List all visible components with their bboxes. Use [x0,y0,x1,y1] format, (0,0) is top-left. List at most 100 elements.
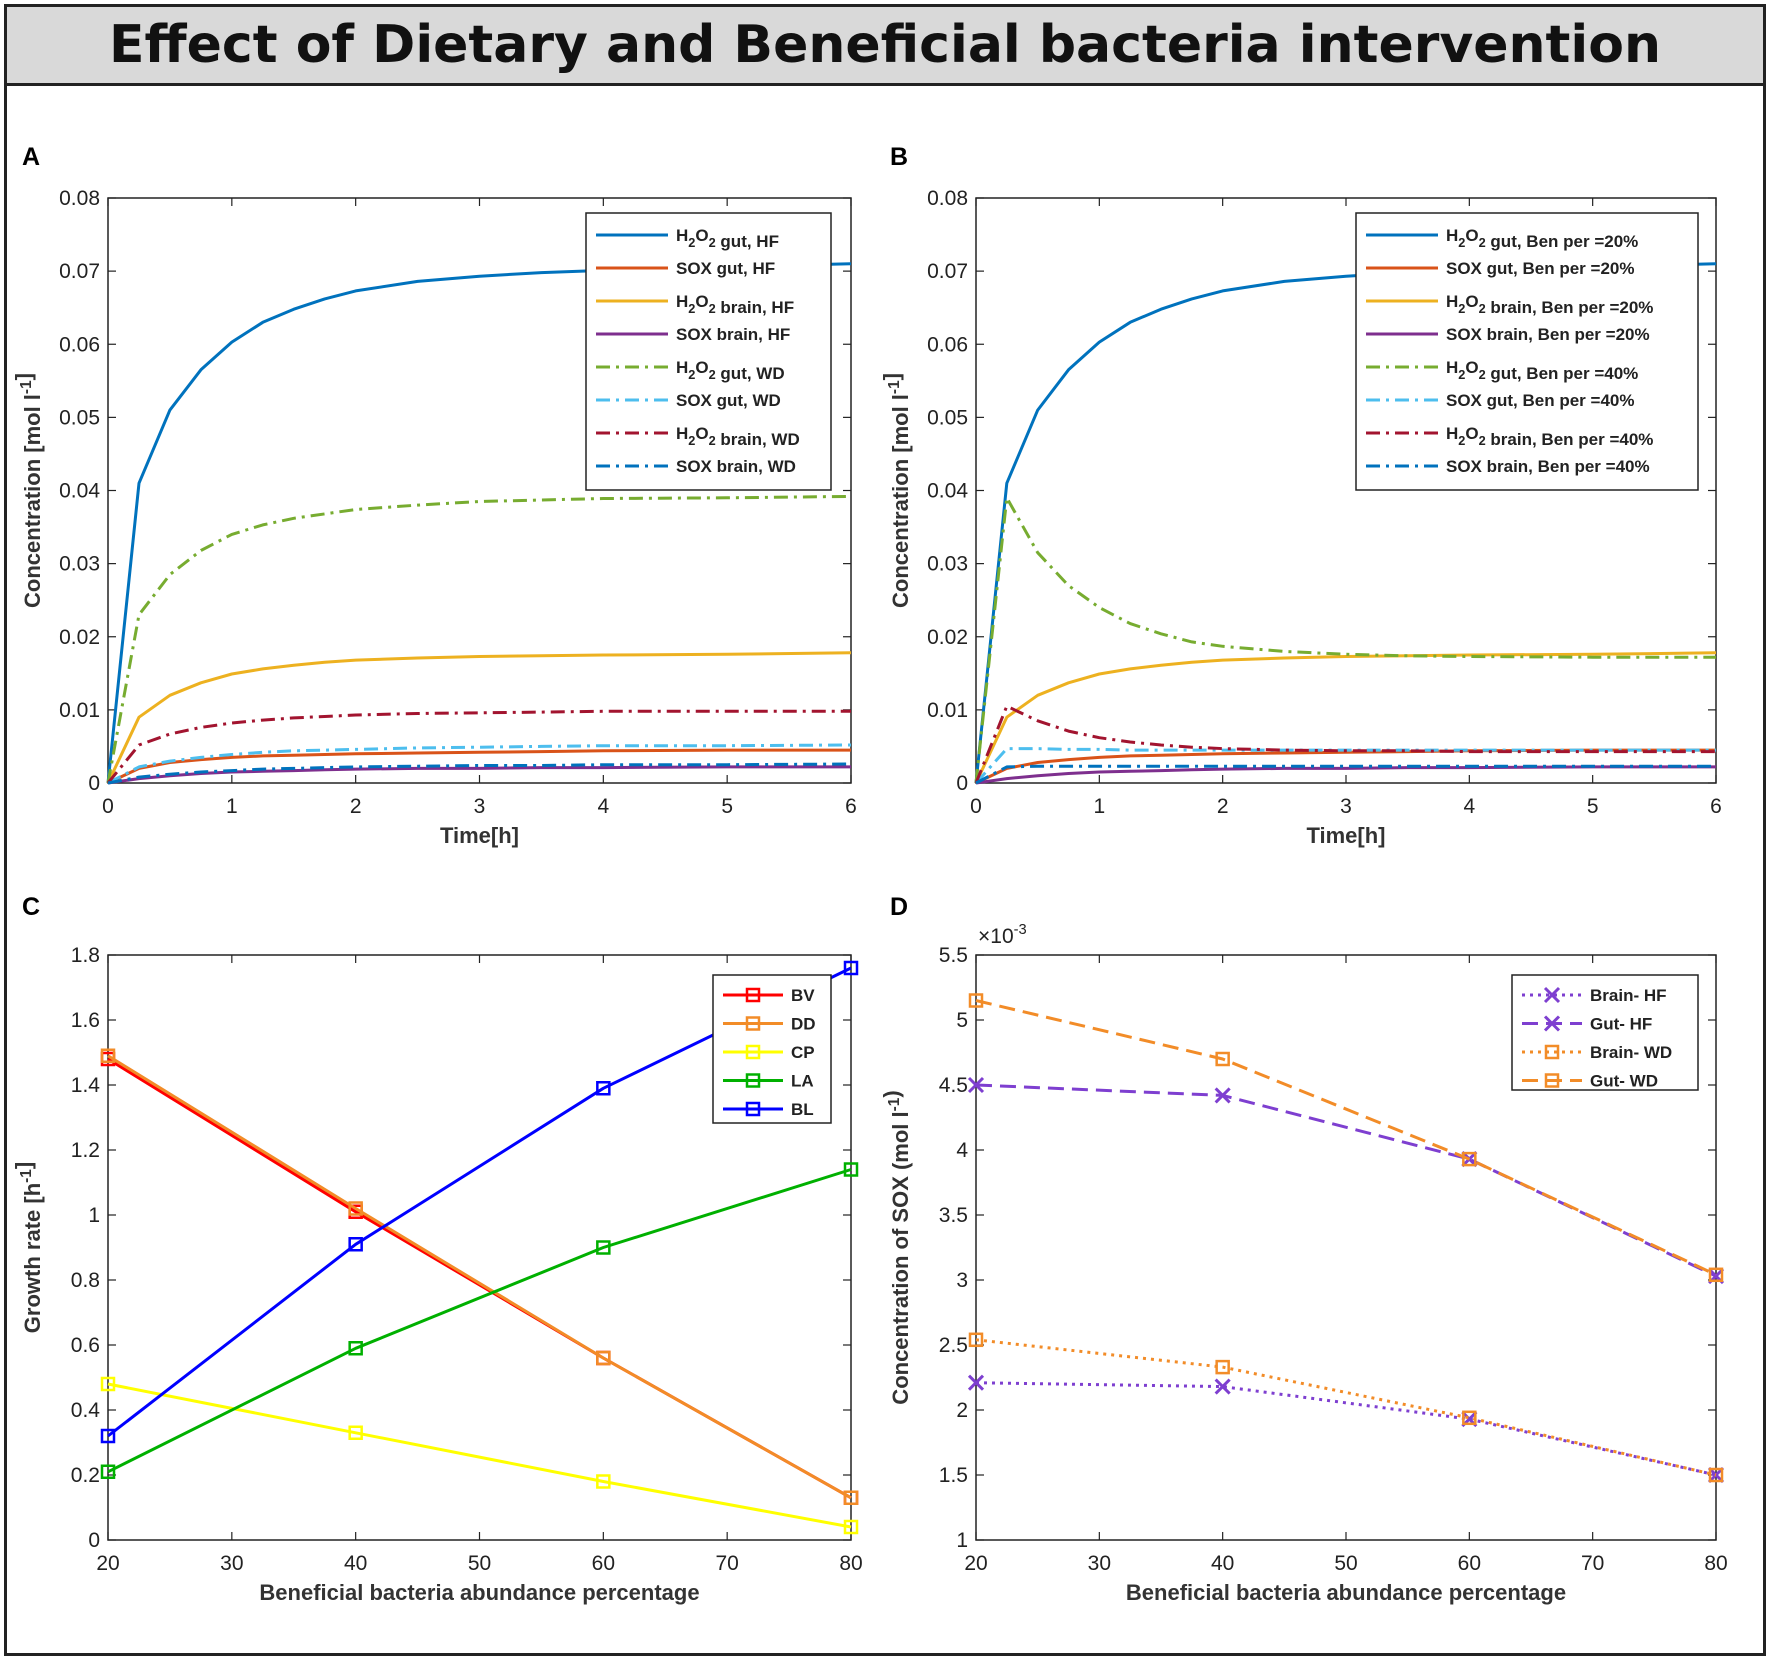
y-tick-label: 0.03 [59,553,100,576]
y-axis-label: Concentration [mol l-1] [879,373,913,608]
x-axis-label: Time[h] [1306,823,1385,848]
x-tick-label: 60 [592,1552,615,1575]
series-la [100,1162,859,1479]
legend-box [1355,212,1699,491]
y-tick-label: 0.01 [927,699,968,722]
chart-panel-d: D 20 30 40 50 60 70 80 1 1.5 2 2.5 3 3.5 4 4.5 5 5.5 ×10-3… [879,893,1728,1605]
chart-panel-a: A 0 1 2 3 4 5 6 0 0.01 0.02 0.03 0.04 0.05 0.06 0.07 0.0… [11,143,857,848]
data-point-la [100,1464,116,1479]
x-tick-label: 6 [845,795,857,818]
series-sox-brain-wd [107,762,852,785]
legend-marker-cp [745,1044,761,1060]
legend-marker-brain-wd [1544,1044,1560,1060]
x-tick-label: 60 [1458,1552,1481,1575]
y-tick-label: 0.04 [927,480,968,503]
x-tick-label: 4 [1463,795,1475,818]
y-tick-label: 0.4 [71,1399,101,1422]
y-axis-label-group: Concentration [mol l-1] [879,373,913,608]
legend-marker-gut-wd [1544,1073,1560,1088]
x-tick-label: 70 [1581,1552,1604,1575]
data-point-la [348,1341,363,1356]
data-point-bl [348,1237,363,1252]
data-point-dd [843,1490,859,1505]
y-tick-label: 0.06 [59,333,100,356]
series-line-h2o2-gut-ben-per-40 [974,496,1716,784]
y-tick-label: 0 [956,772,968,795]
chart-panel-c: C 20 30 40 50 60 70 80 0 0.2 0.4 0.6 0.8 1 1.2 1.4 1.6 1.… [11,893,863,1605]
x-tick-label: 30 [220,1552,243,1575]
series-line-sox-gut-ben-per-40 [974,747,1716,785]
legend-marker-la [745,1073,761,1088]
y-axis-label: Concentration of SOX (mol l-1) [879,1090,913,1404]
x-tick-label: 6 [1710,795,1722,818]
series-h2o2-gut-wd [106,494,852,784]
data-point-brain-wd [1708,1467,1724,1483]
legend-box [585,212,832,491]
series-sox-gut-hf [107,748,851,785]
y-tick-label: 1.8 [71,944,100,967]
series-line-h2o2-gut-hf [106,262,852,784]
x-tick-label: 40 [1211,1552,1234,1575]
y-tick-label: 0.05 [59,406,100,429]
series-line-sox-brain-hf [107,765,851,785]
x-tick-label: 0 [102,795,114,818]
legend-entry-h2o2-gut-hf: H2O2 gut, HF [676,226,779,251]
series-line-sox-gut-hf [107,748,851,785]
y-tick-label: 2 [956,1399,968,1422]
x-tick-label: 3 [1340,795,1352,818]
x-tick-label: 80 [839,1552,862,1575]
legend-box [712,974,832,1124]
legend: Brain- HF Gut- HF Brain- WD Gut- WD [1511,974,1699,1091]
y-tick-label: 0.6 [71,1334,100,1357]
x-tick-label: 1 [1093,795,1105,818]
legend-entry-sox-brain-ben-per-40: SOX brain, Ben per =40% [1446,457,1650,476]
series-line-h2o2-brain-wd [106,709,851,784]
x-tick-label: 5 [721,795,733,818]
legend: H2O2 gut, Ben per =20% SOX gut, Ben per =… [1355,212,1699,491]
legend-marker-dd [745,1016,761,1031]
data-point-bl [843,960,859,976]
data-point-cp [596,1474,611,1489]
legend-entry-bl: BL [791,1100,814,1119]
y-tick-label: 0.8 [71,1269,100,1292]
x-tick-label: 20 [964,1552,987,1575]
data-point-cp [100,1376,116,1392]
series-gut-wd [968,993,1724,1283]
x-tick-label: 2 [1217,795,1229,818]
data-point-gut-wd [968,993,984,1008]
series-line-sox-brain-ben-per-40 [975,764,1716,785]
legend-entry-sox-brain-ben-per-20: SOX brain, Ben per =20% [1446,325,1650,344]
panel-letter-d: D [890,893,908,921]
y-tick-label: 4 [956,1139,968,1162]
series-h2o2-gut-ben-per-40 [974,496,1716,784]
data-point-la [596,1240,611,1255]
x-tick-label: 40 [344,1552,367,1575]
y-tick-label: 0.08 [59,187,100,210]
legend-entry-h2o2-brain-ben-per-20: H2O2 brain, Ben per =20% [1446,292,1653,317]
y-tick-label: 4.5 [939,1074,968,1097]
series-h2o2-brain-ben-per-40 [974,704,1716,784]
legend-entry-cp: CP [791,1043,815,1062]
series-line-sox-brain-wd [107,762,852,785]
data-point-bl [100,1428,116,1444]
y-tick-label: 5.5 [939,944,968,967]
series-h2o2-brain-hf [106,651,852,784]
series-line-h2o2-brain-ben-per-40 [974,704,1716,784]
data-point-gut-hf [1214,1087,1231,1104]
legend-marker-bv [745,987,761,1003]
y-tick-label: 0 [88,1529,100,1552]
panel-letter-b: B [890,143,908,171]
legend-marker-bl [745,1101,761,1117]
y-tick-label: 2.5 [939,1334,968,1357]
series-h2o2-gut-hf [106,262,852,784]
legend-entry-gut-hf: Gut- HF [1590,1015,1652,1034]
data-point-cp [843,1519,859,1535]
y-axis-label: Growth rate [h-1] [11,1162,45,1333]
legend-entry-la: LA [791,1072,814,1091]
y-tick-label: 1.5 [939,1464,968,1487]
x-tick-label: 2 [350,795,362,818]
legend-entry-sox-gut-wd: SOX gut, WD [676,391,781,410]
legend-entry-h2o2-brain-wd: H2O2 brain, WD [676,424,800,449]
series-dd [100,1048,859,1505]
legend-marker-gut-hf [1543,1015,1561,1032]
